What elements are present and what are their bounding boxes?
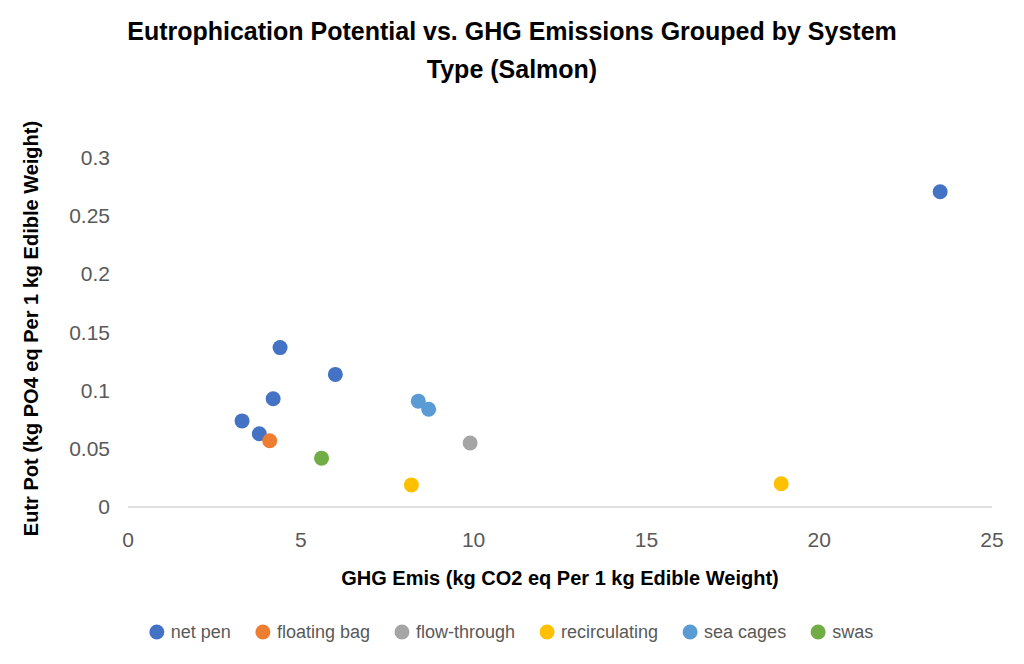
legend-label: sea cages <box>704 622 786 642</box>
data-point <box>273 340 288 355</box>
y-axis-title: Eutr Pot (kg PO4 eq Per 1 kg Edible Weig… <box>20 121 42 536</box>
data-point <box>262 433 277 448</box>
chart-title: Eutrophication Potential vs. GHG Emissio… <box>112 12 912 88</box>
legend-marker <box>683 625 698 640</box>
plot-points <box>235 184 948 492</box>
legend-label: floating bag <box>277 622 370 642</box>
data-point <box>404 477 419 492</box>
data-point <box>266 391 281 406</box>
data-point <box>314 451 329 466</box>
data-point <box>328 367 343 382</box>
legend-label: flow-through <box>416 622 515 642</box>
x-axis-title: GHG Emis (kg CO2 eq Per 1 kg Edible Weig… <box>341 567 779 589</box>
data-point <box>421 402 436 417</box>
x-tick-label: 20 <box>808 528 831 551</box>
legend-marker <box>540 625 555 640</box>
x-tick-label: 0 <box>122 528 134 551</box>
legend-label: net pen <box>171 622 231 642</box>
chart: 0 0.05 0.1 0.15 0.2 0.25 0.3 0 5 10 15 20 25 GHG Emis… <box>0 0 1024 664</box>
y-tick-label: 0.2 <box>81 262 110 285</box>
x-tick-label: 10 <box>462 528 485 551</box>
legend-marker <box>394 625 409 640</box>
x-tick-label: 5 <box>295 528 307 551</box>
legend-label: swas <box>832 622 873 642</box>
y-tick-label: 0 <box>98 495 110 518</box>
y-tick-label: 0.15 <box>69 321 110 344</box>
legend-label: recirculating <box>561 622 658 642</box>
data-point <box>463 436 478 451</box>
data-point <box>235 413 250 428</box>
x-tick-label: 15 <box>635 528 658 551</box>
x-axis-line <box>128 506 992 507</box>
y-tick-label: 0.3 <box>81 146 110 169</box>
x-tick-label: 25 <box>980 528 1003 551</box>
legend-marker <box>149 625 164 640</box>
y-tick-label: 0.1 <box>81 379 110 402</box>
data-point <box>774 476 789 491</box>
legend-marker <box>255 625 270 640</box>
y-tick-label: 0.25 <box>69 204 110 227</box>
legend: net pen floating bag flow-through recircula… <box>149 622 873 642</box>
data-point <box>933 184 948 199</box>
legend-marker <box>811 625 826 640</box>
y-tick-label: 0.05 <box>69 437 110 460</box>
